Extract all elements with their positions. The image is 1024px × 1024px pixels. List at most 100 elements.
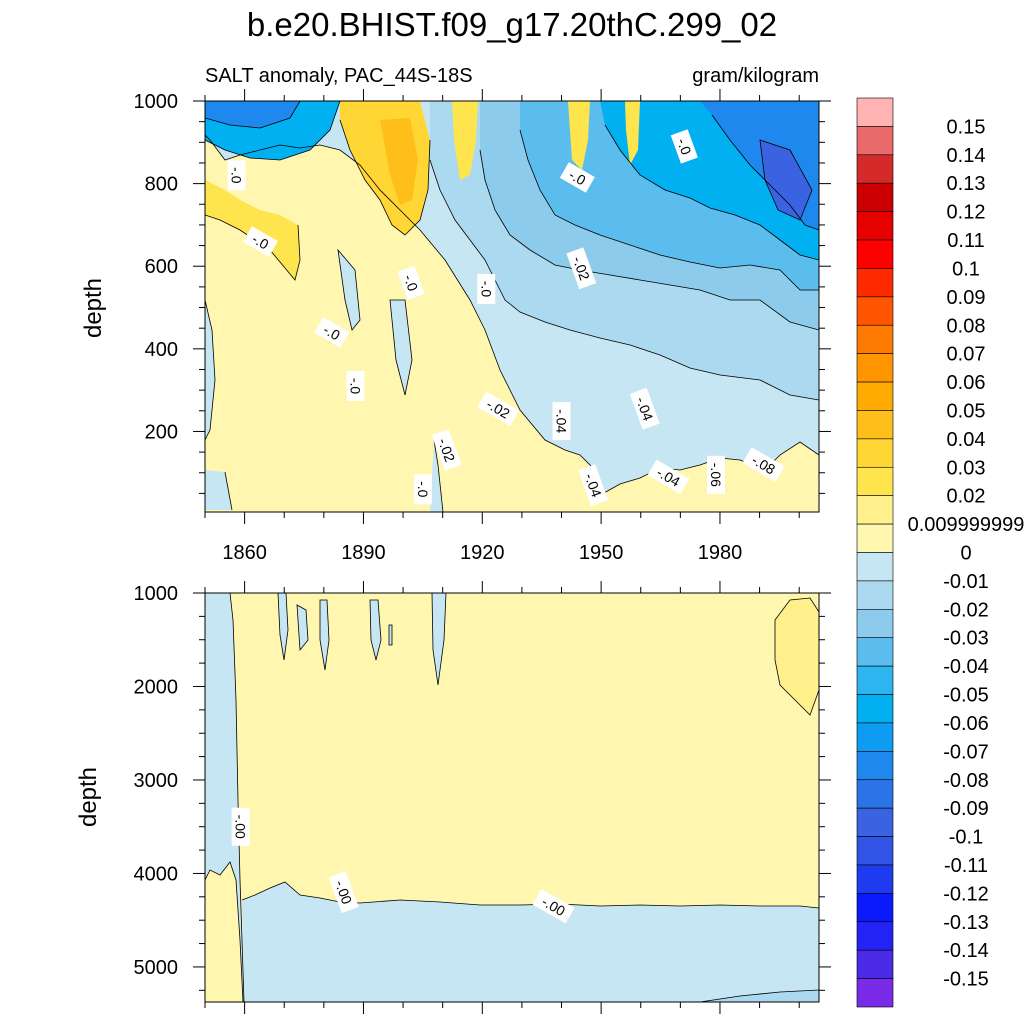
upper-line-14	[205, 101, 341, 161]
upper-line-10	[433, 439, 444, 512]
colorbar-level-label: 0.04	[947, 429, 986, 451]
upper-contour-lines	[205, 101, 819, 512]
colorbar-level-label: -0.12	[943, 883, 989, 905]
upper-line-4	[604, 124, 819, 261]
colorbar-level-label: 0.11	[947, 230, 984, 252]
lower-line-2	[241, 881, 819, 909]
upper-contour-label-bg	[346, 371, 365, 402]
colorbar: 0.15 0.14 0.13 0.12 0.11 0.1 0.09 0.08 0.07 0.06 0…	[856, 97, 1024, 1008]
upper-contour-label: -.0	[670, 129, 698, 164]
colorbar-level-label: -0.04	[943, 656, 989, 678]
colorbar-swatch	[856, 665, 894, 695]
upper-contour-labels: -.0 -.04 -.04 -.06 -.08-.02-.04 -.04-.02-.0-.…	[227, 129, 785, 507]
upper-contour-label: -.0	[227, 160, 246, 191]
colorbar-level-label: -0.13	[943, 912, 989, 934]
lower-contour-label-text: -.00	[233, 815, 249, 839]
upper-contour-label: -.0	[346, 371, 365, 402]
colorbar-swatch	[856, 239, 894, 269]
lower-line-7	[369, 599, 382, 661]
lower-region-9	[389, 625, 392, 645]
upper-ytick-label: 600	[145, 256, 178, 278]
upper-xtick-label: 1890	[341, 542, 386, 564]
upper-contour-label-text: -.0	[415, 481, 431, 498]
colorbar-level-label: 0.009999999	[908, 514, 1024, 536]
colorbar-level-label: -0.09	[943, 798, 989, 820]
upper-line-2	[479, 149, 819, 331]
colorbar-level-label: 0.05	[947, 400, 986, 422]
colorbar-swatch	[856, 211, 894, 241]
colorbar-level-label: 0.06	[947, 372, 986, 394]
colorbar-swatch	[856, 694, 894, 724]
upper-axis-ticks: 1860 1890 1920 1950 1980 200 400 600 800 1000	[134, 89, 831, 564]
upper-ytick-label: 400	[145, 339, 178, 361]
upper-region-3	[430, 440, 443, 512]
upper-panel: SALT anomaly, PAC_44S-18S gram/kilogram	[80, 65, 831, 564]
colorbar-level-label: 0.14	[947, 145, 986, 167]
colorbar-swatch	[856, 296, 894, 326]
upper-contour-label: -.0	[314, 317, 350, 348]
upper-region-11	[760, 140, 812, 220]
colorbar-swatch	[856, 807, 894, 837]
lower-line-5	[296, 604, 309, 652]
colorbar-level-label: 0.02	[947, 486, 986, 508]
lower-line-9	[388, 624, 393, 646]
colorbar-level-label: 0	[960, 543, 971, 565]
colorbar-level-label: -0.03	[943, 628, 989, 650]
colorbar-swatch	[856, 268, 894, 298]
upper-contour-label-bg	[707, 455, 726, 494]
upper-line-5	[711, 114, 819, 231]
lower-plot-frame	[204, 592, 820, 1003]
upper-contour-label-text: -.02	[435, 436, 458, 464]
colorbar-swatch	[856, 580, 894, 610]
colorbar-level-label: -0.1	[949, 827, 983, 849]
colorbar-swatch	[856, 751, 894, 781]
upper-xtick-label: 1950	[579, 542, 624, 564]
colorbar-level-label: -0.06	[943, 713, 989, 735]
upper-contour-label-bg	[431, 429, 462, 471]
upper-line-6	[759, 139, 813, 221]
lower-line-3	[699, 989, 819, 1002]
lower-contour-label-text: -.00	[332, 878, 355, 906]
colorbar-level-label: -0.07	[943, 741, 989, 763]
upper-contour-label-bg	[552, 402, 571, 441]
upper-line-11	[337, 248, 361, 331]
colorbar-swatch	[856, 495, 894, 525]
upper-contour-label-text: -.04	[633, 395, 656, 423]
upper-contour-label-text: -.0	[566, 166, 588, 188]
upper-xtick-label: 1860	[222, 542, 267, 564]
colorbar-swatch	[856, 864, 894, 894]
colorbar-level-label: -0.11	[944, 855, 988, 877]
lower-contour-lines	[205, 593, 819, 1002]
upper-xtick-label: 1920	[460, 542, 505, 564]
upper-contour-label-bg	[559, 162, 595, 193]
colorbar-swatch	[856, 552, 894, 582]
upper-contour-label-bg	[397, 265, 425, 300]
upper-contour-label: -.02	[431, 429, 462, 471]
lower-contour-fills	[205, 593, 819, 1002]
lower-line-0	[229, 593, 245, 1002]
colorbar-level-label: 0.13	[947, 173, 986, 195]
colorbar-level-label: -0.02	[943, 599, 989, 621]
colorbar-level-label: 0.15	[947, 116, 986, 138]
upper-contour-label-bg	[477, 391, 520, 427]
colorbar-level-label: -0.15	[943, 969, 989, 991]
lower-region-3	[700, 990, 819, 1002]
upper-contour-label-bg	[566, 247, 597, 290]
upper-region-13	[380, 118, 418, 205]
colorbar-level-label: 0.07	[947, 344, 986, 366]
upper-ytick-label: 1000	[134, 91, 179, 113]
upper-contour-label-text: -.04	[554, 409, 570, 433]
colorbar-swatch	[856, 154, 894, 184]
colorbar-swatch	[856, 381, 894, 411]
colorbar-level-label: 0.12	[947, 202, 986, 224]
lower-ytick-label: 2000	[134, 676, 179, 698]
upper-region-17	[625, 101, 640, 165]
colorbar-swatch	[856, 466, 894, 496]
upper-right-label: gram/kilogram	[692, 65, 819, 87]
upper-line-8	[205, 299, 216, 441]
colorbar-swatch	[856, 893, 894, 923]
upper-contour-label-bg	[314, 317, 350, 348]
lower-line-6	[319, 599, 330, 671]
